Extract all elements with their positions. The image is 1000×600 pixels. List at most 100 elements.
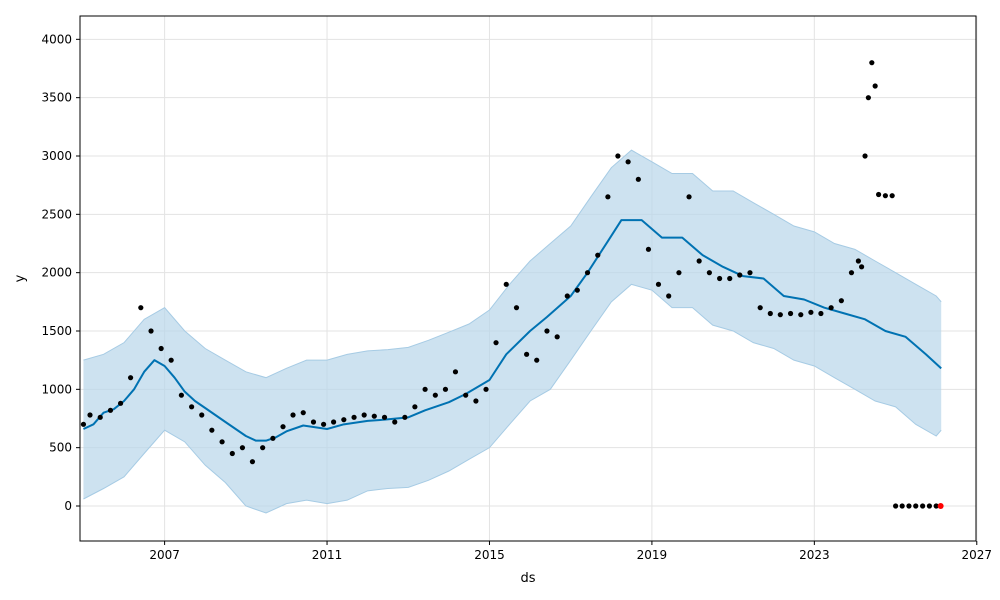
observed-point — [798, 312, 804, 318]
observed-point — [381, 414, 388, 420]
observed-point — [893, 503, 899, 509]
observed-point — [97, 414, 103, 420]
interval-upper-edge — [83, 149, 942, 379]
observed-point — [858, 264, 865, 270]
observed-point — [320, 421, 327, 427]
y-tick-label: 0 — [64, 499, 72, 513]
observed-point — [473, 398, 479, 404]
observed-point — [117, 400, 124, 406]
observed-point — [199, 412, 205, 418]
observed-point — [341, 417, 347, 423]
observed-point — [574, 287, 580, 293]
observed-point — [239, 445, 246, 451]
x-tick-label: 2007 — [149, 548, 180, 562]
observed-point — [615, 153, 621, 159]
observed-point — [838, 298, 844, 304]
observed-point — [80, 421, 87, 427]
observed-point — [869, 60, 875, 66]
observed-point — [189, 404, 195, 410]
observed-point — [493, 340, 499, 346]
observed-point — [300, 410, 306, 416]
observed-point — [148, 328, 154, 334]
observed-point — [920, 503, 926, 509]
observed-point — [554, 334, 560, 340]
observed-point — [351, 414, 357, 420]
x-tick-label: 2019 — [637, 548, 668, 562]
observed-point — [260, 445, 266, 451]
observed-point — [808, 309, 814, 315]
interval-lower-edge — [83, 283, 942, 514]
observed-point — [412, 404, 418, 410]
x-axis: 2007 2011 2015 2019 2023 2027 — [149, 541, 992, 562]
observed-point — [290, 412, 296, 418]
observed-point — [767, 310, 773, 317]
observed-point — [645, 246, 652, 252]
observed-point — [371, 413, 377, 419]
y-tick-label: 4000 — [41, 32, 72, 46]
observed-point — [655, 281, 662, 287]
observed-point — [127, 375, 134, 381]
observed-point — [926, 503, 933, 509]
observed-point — [696, 258, 702, 264]
x-axis-label: ds — [520, 571, 535, 586]
observed-point — [331, 419, 337, 425]
uncertainty-interval — [83, 149, 942, 514]
x-tick-label: 2023 — [799, 548, 830, 562]
observed-point — [848, 270, 855, 276]
observed-point — [676, 270, 682, 276]
observed-point — [564, 293, 570, 299]
observed-point — [138, 305, 144, 311]
observed-point — [855, 258, 861, 264]
y-tick-label: 500 — [49, 441, 72, 455]
observed-point — [862, 153, 868, 159]
observed-point — [534, 357, 540, 363]
x-tick-label: 2027 — [962, 548, 993, 562]
observed-point — [828, 305, 834, 311]
observed-point — [442, 386, 449, 392]
y-tick-label: 3500 — [41, 91, 72, 105]
y-tick-label: 2000 — [41, 266, 72, 280]
observed-point — [87, 412, 93, 418]
observed-point — [584, 270, 591, 276]
observed-point — [280, 424, 286, 430]
observed-point — [777, 312, 783, 318]
observed-points — [80, 60, 939, 509]
observed-point — [605, 194, 611, 200]
y-tick-label: 3000 — [41, 149, 72, 163]
observed-point — [452, 369, 459, 375]
observed-point — [219, 439, 225, 445]
observed-point — [513, 305, 520, 311]
observed-point — [310, 419, 317, 425]
observed-point — [933, 503, 939, 509]
observed-point — [717, 275, 723, 282]
observed-point — [882, 193, 888, 199]
observed-point — [107, 407, 114, 413]
observed-point — [686, 194, 692, 200]
x-tick-label: 2011 — [312, 548, 343, 562]
observed-point — [913, 503, 919, 509]
highlight-point — [937, 503, 944, 509]
observed-point — [706, 270, 712, 276]
observed-point — [361, 412, 367, 418]
observed-point — [503, 281, 509, 287]
observed-point — [524, 351, 530, 357]
y-tick-label: 1000 — [41, 382, 72, 396]
highlight-points — [937, 503, 944, 509]
observed-point — [595, 252, 601, 258]
observed-point — [635, 176, 641, 182]
x-tick-label: 2015 — [474, 548, 505, 562]
observed-point — [865, 95, 871, 101]
observed-point — [899, 503, 905, 509]
observed-point — [168, 357, 174, 363]
observed-point — [544, 328, 550, 334]
plot-frame — [79, 15, 977, 542]
observed-point — [727, 275, 733, 282]
observed-point — [432, 392, 438, 398]
observed-point — [747, 270, 753, 276]
observed-point — [249, 459, 256, 465]
observed-point — [625, 159, 631, 165]
observed-point — [757, 305, 763, 311]
observed-point — [270, 435, 276, 441]
observed-point — [876, 191, 882, 198]
